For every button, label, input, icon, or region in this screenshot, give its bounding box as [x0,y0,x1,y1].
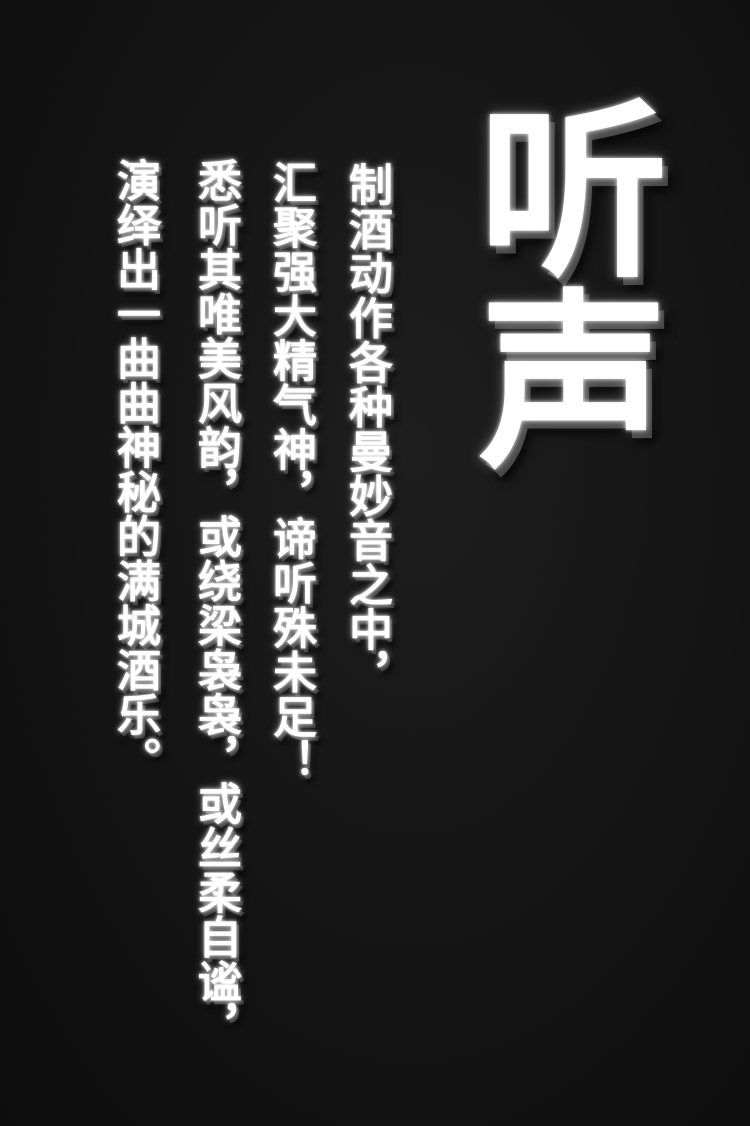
sign-text-line-1: 制酒动作各种曼妙音之中， [341,162,392,696]
sign-text-line-3: 悉听其唯美风韵，或绕梁袅袅，或丝柔自谧， [190,158,241,1048]
sign-text-line-2: 汇聚强大精气神，谛听殊未足！ [265,160,316,783]
sign-title: 听声 [446,92,669,472]
sign-text-line-4: 演绎出一曲曲神秘的满城酒乐。 [109,158,160,781]
